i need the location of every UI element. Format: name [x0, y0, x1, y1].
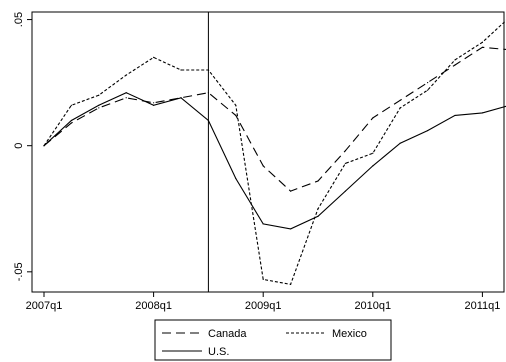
data-point	[454, 114, 456, 117]
data-point	[317, 208, 319, 210]
legend-label: Canada	[208, 328, 247, 340]
data-point	[427, 89, 429, 91]
data-point	[481, 46, 483, 48]
data-point	[153, 56, 155, 59]
data-point	[207, 119, 209, 122]
data-point	[344, 150, 346, 152]
data-point	[153, 104, 155, 106]
legend-box	[154, 319, 392, 361]
plot-frame	[31, 11, 505, 293]
data-point	[399, 99, 401, 101]
data-point	[290, 228, 292, 230]
data-point	[70, 104, 72, 106]
data-point	[125, 97, 127, 99]
data-point	[317, 180, 319, 182]
data-point	[43, 145, 45, 147]
plot-area	[43, 12, 506, 292]
data-point	[481, 112, 483, 114]
data-point	[481, 41, 483, 43]
data-point	[399, 142, 401, 144]
data-point	[454, 64, 456, 66]
data-point	[207, 69, 209, 71]
x-tick-label: 2009q1	[245, 300, 282, 312]
data-point	[235, 177, 237, 180]
data-point	[372, 165, 374, 167]
data-point	[427, 129, 429, 132]
data-point	[125, 74, 127, 76]
data-point	[262, 278, 264, 280]
series-line-mexico	[43, 19, 506, 286]
x-tick-label: 2010q1	[354, 300, 391, 312]
data-point	[262, 223, 264, 225]
data-point	[98, 104, 100, 106]
data-point	[262, 165, 264, 167]
x-tick-label: 2008q1	[135, 300, 172, 312]
data-point	[399, 107, 401, 109]
data-point	[235, 104, 237, 106]
data-point	[290, 190, 292, 192]
legend-label: Mexico	[332, 328, 367, 340]
data-point	[427, 82, 429, 84]
data-point	[207, 92, 209, 94]
x-tick-label: 2011q1	[464, 300, 500, 312]
data-point	[98, 94, 100, 96]
legend: Canada Mexico U.S.	[154, 319, 392, 361]
data-point	[70, 119, 72, 122]
data-point	[344, 162, 346, 164]
series-line-us	[43, 92, 506, 230]
axes: -.05 0 .05 2007q1 2008q1 2009q1 2010q1 2011q1	[13, 11, 505, 312]
data-point	[372, 117, 374, 119]
data-point	[180, 97, 182, 99]
legend-label: U.S.	[208, 346, 229, 358]
y-tick-label: .05	[13, 12, 25, 27]
data-point	[70, 122, 72, 124]
data-point	[153, 102, 155, 104]
y-tick-label: 0	[13, 143, 25, 149]
data-point	[235, 114, 237, 117]
data-point	[180, 69, 182, 71]
data-point	[290, 283, 292, 286]
x-tick-label: 2007q1	[26, 300, 63, 312]
data-point	[98, 107, 100, 109]
y-tick-label: -.05	[13, 262, 25, 281]
data-point	[454, 59, 456, 61]
series-line-canada	[43, 46, 506, 192]
data-point	[344, 190, 346, 192]
data-point	[125, 92, 127, 94]
data-point	[372, 152, 374, 154]
data-point	[317, 215, 319, 217]
